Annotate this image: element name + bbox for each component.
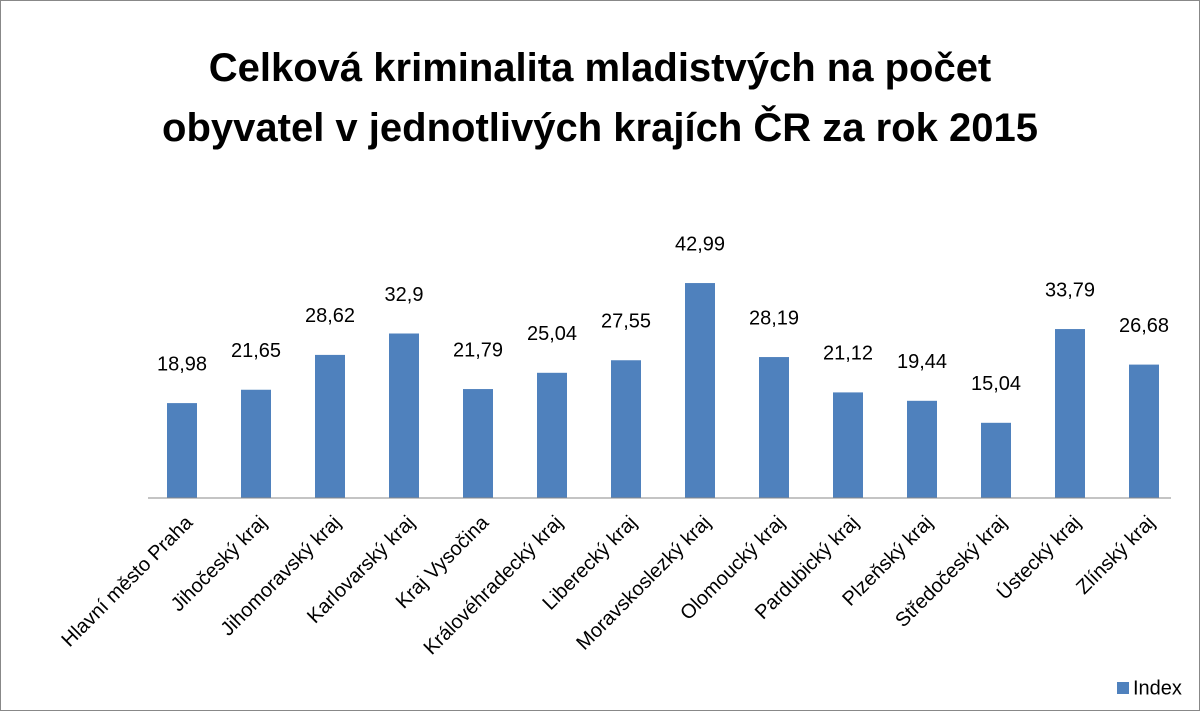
legend-swatch bbox=[1117, 682, 1129, 694]
legend-label: Index bbox=[1133, 677, 1182, 699]
data-label: 18,98 bbox=[157, 353, 207, 375]
bar bbox=[537, 372, 567, 498]
bar bbox=[833, 392, 863, 498]
data-label: 32,9 bbox=[385, 284, 424, 306]
x-tick-label: Královéhradecký kraj bbox=[420, 512, 568, 660]
data-label: 21,79 bbox=[453, 339, 503, 361]
bar bbox=[611, 360, 641, 498]
data-label: 27,55 bbox=[601, 311, 651, 333]
data-label: 42,99 bbox=[675, 233, 725, 255]
x-tick-label: Zlínský kraj bbox=[1072, 512, 1159, 599]
bar bbox=[1055, 329, 1085, 498]
data-label: 19,44 bbox=[897, 351, 947, 373]
data-label: 33,79 bbox=[1045, 279, 1095, 301]
data-label: 15,04 bbox=[971, 373, 1021, 395]
bar bbox=[1129, 364, 1159, 498]
bar bbox=[463, 389, 493, 498]
data-label: 28,62 bbox=[305, 305, 355, 327]
bar bbox=[389, 333, 419, 498]
bar bbox=[981, 422, 1011, 498]
bar bbox=[759, 357, 789, 498]
data-label: 28,19 bbox=[749, 307, 799, 329]
data-label: 25,04 bbox=[527, 323, 577, 345]
bar bbox=[315, 354, 345, 498]
x-tick-label: Moravskoslezký kraj bbox=[572, 512, 715, 655]
chart-title: Celková kriminalita mladistvých na počet… bbox=[162, 46, 1038, 150]
x-tick-label: Hlavní město Praha bbox=[58, 511, 198, 651]
bar bbox=[167, 403, 197, 498]
data-label: 26,68 bbox=[1119, 315, 1169, 337]
bar bbox=[241, 389, 271, 498]
bar bbox=[685, 283, 715, 498]
data-label: 21,65 bbox=[231, 340, 281, 362]
data-label: 21,12 bbox=[823, 343, 873, 365]
bar bbox=[907, 400, 937, 498]
